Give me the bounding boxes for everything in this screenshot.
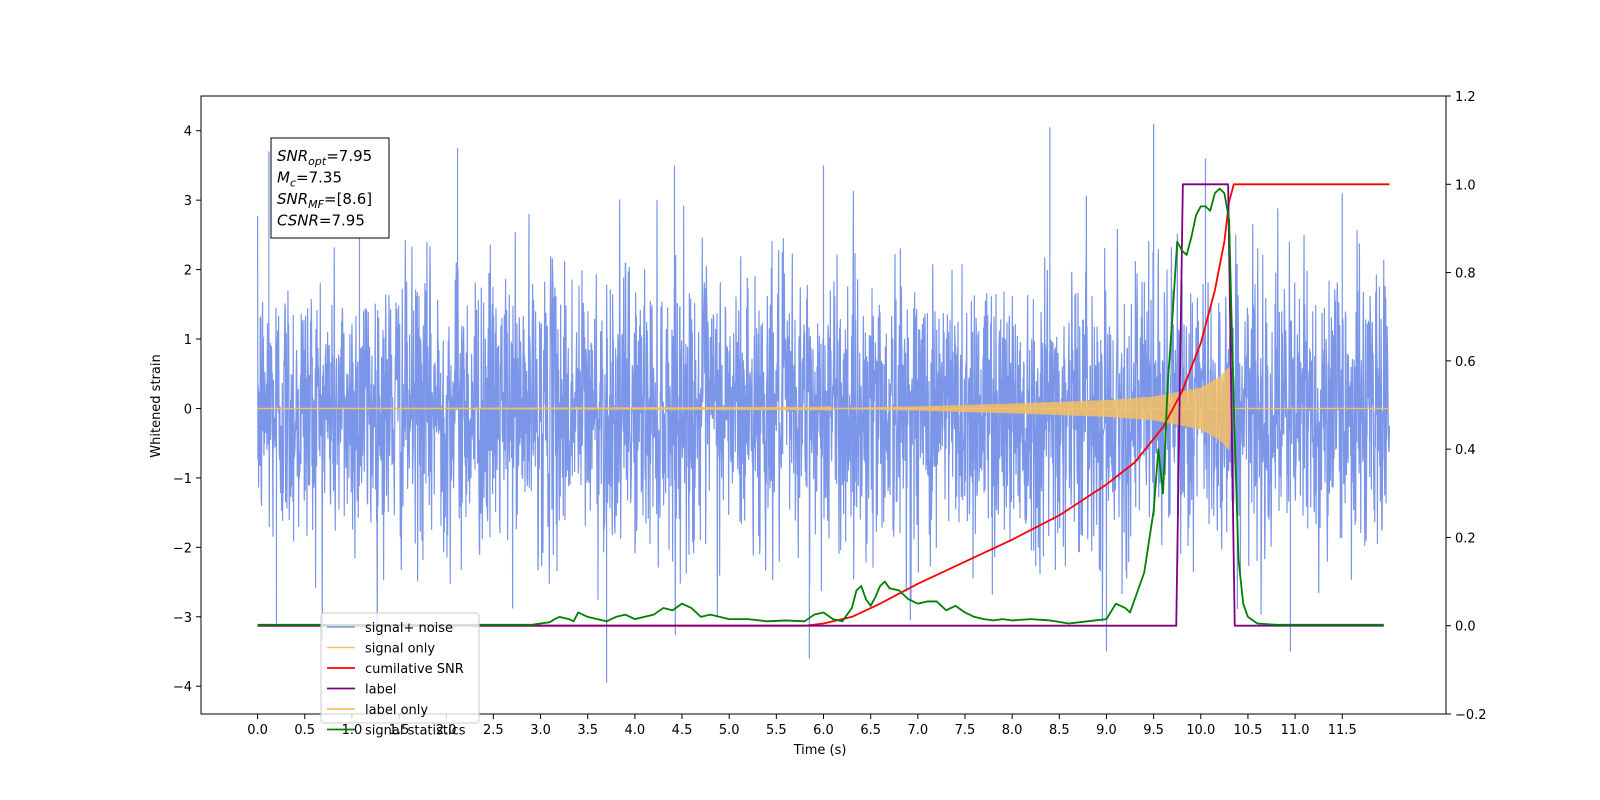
x-tick-label: 10.0 (1186, 723, 1215, 738)
legend-frame (320, 612, 480, 724)
x-tick-label: 3.5 (577, 723, 598, 738)
cumulative-snr-line (257, 183, 1390, 627)
y-tick-label: −1 (173, 472, 192, 487)
x-tick-label: 8.5 (1049, 723, 1070, 738)
legend-label: label (365, 683, 396, 698)
annotation-line: Mc=7.35 (277, 169, 342, 190)
x-tick-label: 7.5 (955, 723, 976, 738)
x-tick-label: 6.0 (813, 723, 834, 738)
x-axis: 0.0 0.5 1.0 1.5 2.0 2.5 3.0 3.5 4.0 4.5 5.0 5.5 6.0 6… (247, 714, 1357, 738)
y-tick-label: 2 (184, 264, 192, 279)
x-tick-label: 11.5 (1328, 723, 1357, 738)
x-tick-label: 5.5 (766, 723, 787, 738)
legend-label: label only (365, 703, 428, 718)
legend: signal+ noise signal only cumilative SNR la… (320, 612, 480, 739)
x-tick-label: 10.5 (1233, 723, 1262, 738)
y-axis-label: Whitened strain (149, 354, 164, 457)
signal-noise-line (256, 123, 1391, 683)
legend-label: signal+ noise (365, 621, 453, 636)
x-tick-label: 2.0 (436, 723, 457, 738)
y-axis-right: −0.2 0.0 0.2 0.4 0.6 0.8 1.0 1.2 (1446, 90, 1487, 723)
y2-tick-label: 0.4 (1455, 443, 1476, 458)
x-tick-label: 9.5 (1143, 723, 1164, 738)
y-tick-label: 4 (184, 125, 192, 140)
annotation-line: SNRopt=7.95 (277, 147, 372, 168)
y2-tick-label: −0.2 (1455, 708, 1487, 723)
legend-label: signal statistics (365, 724, 466, 739)
y2-tick-label: 1.0 (1455, 178, 1476, 193)
legend-label: cumilative SNR (365, 662, 464, 677)
y2-tick-label: 0.2 (1455, 531, 1476, 546)
x-tick-label: 2.5 (483, 723, 504, 738)
y2-tick-label: 0.8 (1455, 267, 1476, 282)
x-tick-label: 4.0 (625, 723, 646, 738)
y-tick-label: −4 (173, 680, 192, 695)
plot-area (200, 95, 1447, 715)
legend-label: signal only (365, 642, 435, 657)
signal-statistics-line (257, 187, 1384, 626)
x-tick-label: 1.5 (389, 723, 410, 738)
y-tick-label: 0 (184, 402, 192, 417)
x-tick-label: 4.5 (672, 723, 693, 738)
x-tick-label: 11.0 (1281, 723, 1310, 738)
y-tick-label: −3 (173, 611, 192, 626)
annotation-line: SNRMF=[8.6] (277, 190, 372, 211)
annotation-frame (270, 137, 390, 239)
y2-tick-label: 0.0 (1455, 620, 1476, 635)
y-axis-left: −4 −3 −2 −1 0 1 2 3 4 (173, 125, 201, 695)
x-tick-label: 9.0 (1096, 723, 1117, 738)
x-tick-label: 0.5 (294, 723, 315, 738)
label-line (257, 183, 1384, 627)
x-tick-label: 1.0 (342, 723, 363, 738)
y2-tick-label: 0.6 (1455, 355, 1476, 370)
y-tick-label: 3 (184, 194, 192, 209)
x-tick-label: 5.0 (719, 723, 740, 738)
y-tick-label: 1 (184, 333, 192, 348)
annotation-line: CSNR=7.95 (277, 212, 365, 230)
x-tick-label: 3.0 (530, 723, 551, 738)
x-tick-label: 0.0 (247, 723, 268, 738)
x-tick-label: 8.0 (1002, 723, 1023, 738)
y2-tick-label: 1.2 (1455, 90, 1476, 105)
x-tick-label: 7.0 (907, 723, 928, 738)
x-axis-label: Time (s) (793, 743, 847, 758)
x-tick-label: 6.5 (860, 723, 881, 738)
y-tick-label: −2 (173, 541, 192, 556)
series-group (256, 123, 1391, 683)
